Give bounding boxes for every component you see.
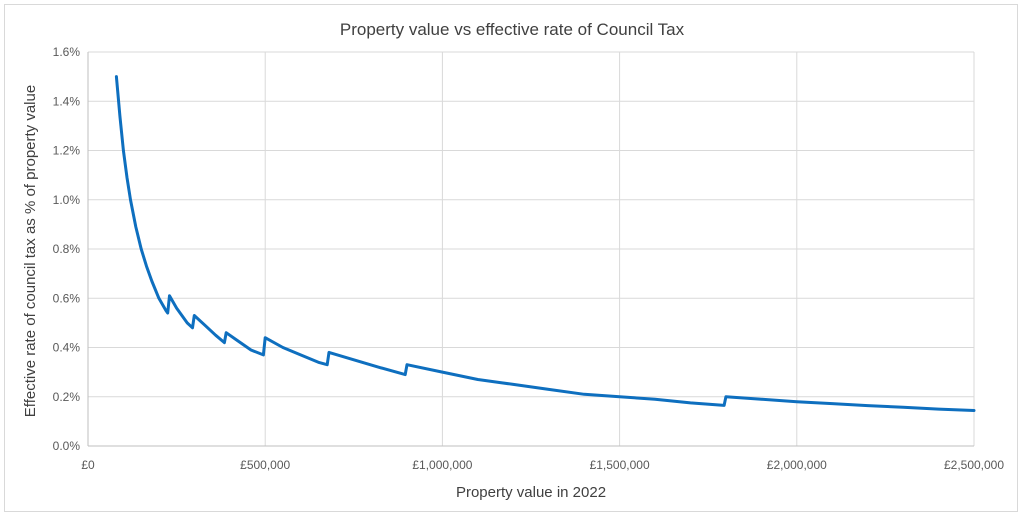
x-tick-labels: £0 £500,000 £1,000,000 £1,500,000 £2,000,000… xyxy=(81,458,1004,472)
y-tick-label: 0.0% xyxy=(53,439,81,453)
y-tick-label: 1.2% xyxy=(53,144,81,158)
series-line xyxy=(114,75,976,412)
y-tick-labels: 0.0% 0.2% 0.4% 0.6% 0.8% 1.0% 1.2% 1.4% 1.6% xyxy=(53,45,81,453)
y-tick-label: 0.4% xyxy=(53,341,81,355)
axes xyxy=(87,52,974,447)
x-tick-label: £0 xyxy=(81,458,95,472)
x-tick-label: £500,000 xyxy=(240,458,290,472)
y-tick-label: 1.0% xyxy=(53,193,81,207)
x-tick-label: £2,500,000 xyxy=(944,458,1004,472)
y-tick-label: 0.8% xyxy=(53,242,81,256)
x-axis-label: Property value in 2022 xyxy=(456,484,606,501)
gridlines xyxy=(88,51,975,446)
x-tick-label: £1,000,000 xyxy=(412,458,472,472)
series-layer xyxy=(114,75,976,412)
x-tick-label: £2,000,000 xyxy=(767,458,827,472)
y-tick-label: 1.6% xyxy=(53,45,81,59)
x-tick-label: £1,500,000 xyxy=(590,458,650,472)
y-tick-label: 1.4% xyxy=(53,94,81,108)
y-tick-label: 0.6% xyxy=(53,291,81,305)
y-tick-label: 0.2% xyxy=(53,390,81,404)
chart-frame: Property value vs effective rate of Coun… xyxy=(4,4,1018,512)
chart-svg: Property value vs effective rate of Coun… xyxy=(22,20,1004,501)
chart-title: Property value vs effective rate of Coun… xyxy=(340,20,685,39)
y-axis-label: Effective rate of council tax as % of pr… xyxy=(22,85,39,417)
